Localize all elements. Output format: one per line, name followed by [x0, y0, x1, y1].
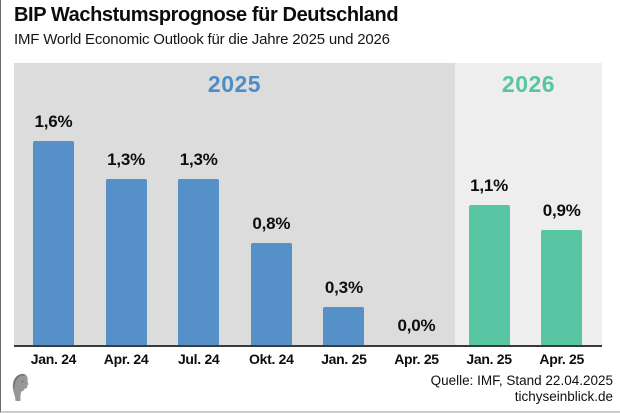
bar-2025-Okt-24 — [250, 243, 292, 345]
bar-2026-Jan-25 — [468, 205, 510, 345]
x-axis-tick-label: Jan. 24 — [30, 351, 77, 367]
year-label-2026: 2026 — [501, 71, 556, 97]
bar-2025-Jan-24 — [33, 141, 74, 345]
value-label: 1,1% — [470, 176, 509, 195]
x-axis-tick-label: Apr. 25 — [394, 351, 439, 367]
chart-subtitle: IMF World Economic Outlook für die Jahre… — [14, 31, 390, 48]
source-block: Quelle: IMF, Stand 22.04.2025 tichyseinb… — [431, 373, 613, 405]
x-axis-line — [14, 345, 602, 347]
x-axis-tick-label: Apr. 25 — [539, 351, 584, 367]
tichys-einblick-head-logo — [12, 373, 29, 401]
source-note: Quelle: IMF, Stand 22.04.2025 — [430, 373, 613, 388]
year-panel-2025: 2025 — [14, 63, 455, 345]
value-label: 0,8% — [252, 214, 291, 233]
value-label: 1,3% — [107, 150, 146, 169]
year-label-2025: 2025 — [207, 71, 262, 97]
x-axis-tick-label: Apr. 24 — [103, 351, 149, 367]
x-axis-tick-label: Jan. 25 — [321, 351, 367, 367]
value-label: 0,9% — [542, 201, 581, 220]
bar-2025-Apr-24 — [105, 179, 147, 345]
x-axis-tick-label: Jul. 24 — [177, 351, 220, 367]
bar-2025-Jul-24 — [178, 179, 220, 345]
website-text: tichyseinblick.de — [514, 389, 613, 404]
bar-2025-Jan-25 — [323, 307, 365, 345]
value-label: 1,6% — [34, 112, 73, 131]
chart-title: BIP Wachstumsprognose für Deutschland — [14, 4, 399, 26]
value-label: 0,0% — [397, 316, 436, 335]
x-axis-tick-label: Jan. 25 — [466, 351, 512, 367]
value-label: 1,3% — [179, 150, 218, 169]
x-axis-tick-label: Okt. 24 — [249, 351, 294, 367]
value-label: 0,3% — [324, 278, 363, 297]
bar-2026-Apr-25 — [541, 230, 583, 345]
